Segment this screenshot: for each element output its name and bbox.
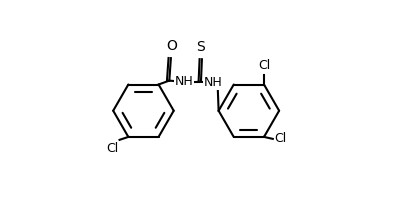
Text: S: S bbox=[196, 40, 205, 54]
Text: Cl: Cl bbox=[273, 132, 285, 145]
Text: NH: NH bbox=[174, 75, 193, 88]
Text: Cl: Cl bbox=[106, 142, 118, 155]
Text: NH: NH bbox=[203, 76, 222, 89]
Text: Cl: Cl bbox=[257, 59, 269, 72]
Text: O: O bbox=[166, 39, 177, 53]
